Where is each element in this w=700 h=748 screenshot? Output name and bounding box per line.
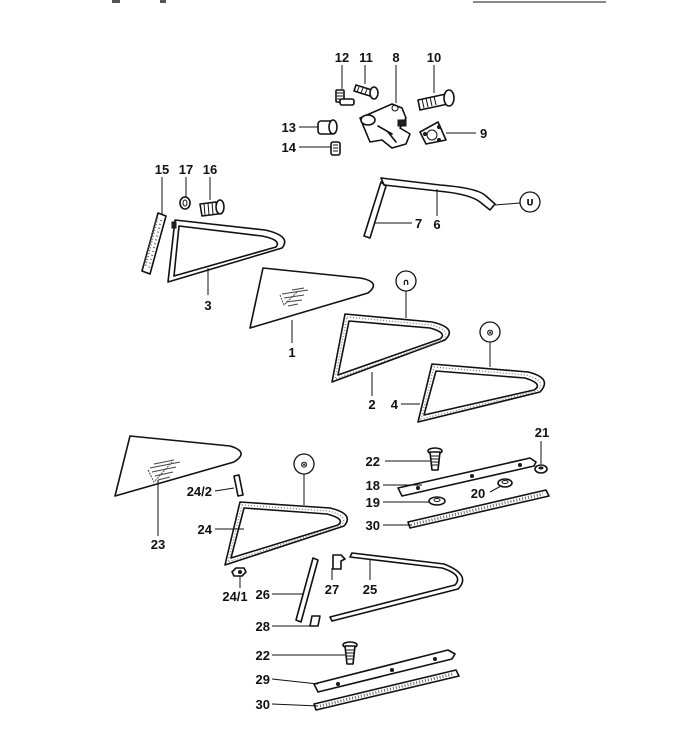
plate-9 (419, 121, 447, 145)
svg-text:⊛: ⊛ (486, 329, 494, 339)
callout-14: 14 (282, 140, 297, 155)
callout-3: 3 (204, 298, 211, 313)
arch-symbol: ∩ (395, 270, 417, 292)
bolt-11 (353, 84, 379, 100)
felt-strip-30-upper (407, 489, 550, 529)
molding-7 (363, 181, 387, 239)
callout-1: 1 (288, 345, 295, 360)
callout-26: 26 (256, 587, 270, 602)
callout-28: 28 (256, 619, 270, 634)
clip-24-1 (231, 567, 247, 577)
header-mark (160, 0, 166, 3)
clip-14 (330, 141, 341, 156)
rail-18 (397, 457, 537, 497)
header-mark (112, 0, 120, 3)
callout-7: 7 (415, 216, 422, 231)
seal-strip-15 (141, 212, 167, 275)
callout-24: 24 (198, 522, 213, 537)
callout-12: 12 (335, 50, 349, 65)
callout-22-upper: 22 (366, 454, 380, 469)
callout-9: 9 (480, 126, 487, 141)
window-seal-4 (417, 363, 546, 423)
callout-13: 13 (282, 120, 296, 135)
window-frame-3 (167, 219, 286, 283)
svg-text:U: U (526, 199, 533, 209)
callout-24-1: 24/1 (222, 589, 247, 604)
screw-22-lower (342, 641, 358, 665)
washer-20 (497, 478, 513, 488)
callout-23: 23 (151, 537, 165, 552)
callout-30-lower: 30 (256, 697, 270, 712)
cap-13 (317, 119, 338, 135)
callout-11: 11 (359, 50, 373, 65)
callout-8: 8 (392, 50, 399, 65)
callout-17: 17 (179, 162, 193, 177)
u-symbol: U (519, 191, 541, 213)
screw-12 (335, 89, 355, 106)
window-seal-24 (224, 501, 349, 566)
callout-15: 15 (155, 162, 169, 177)
plug-16 (199, 199, 225, 217)
bolt-10 (417, 89, 455, 111)
window-seal-2 (331, 313, 451, 383)
callout-4: 4 (391, 397, 399, 412)
callout-22-lower: 22 (256, 648, 270, 663)
callout-29: 29 (256, 672, 270, 687)
felt-strip-30-lower (313, 669, 460, 711)
callout-18: 18 (366, 478, 380, 493)
pin-24-2 (233, 474, 244, 497)
callout-24-2: 24/2 (187, 484, 212, 499)
callout-25: 25 (363, 582, 377, 597)
rail-29 (313, 649, 456, 693)
molding-25 (329, 552, 464, 622)
svg-text:⊛: ⊛ (300, 461, 308, 471)
callout-19: 19 (366, 495, 380, 510)
molding-6 (380, 177, 496, 211)
bracket-27 (332, 554, 346, 570)
screw-22-upper (427, 447, 443, 471)
grommet-17 (179, 196, 191, 210)
callout-10: 10 (427, 50, 441, 65)
molding-26 (295, 557, 319, 623)
callout-16: 16 (203, 162, 217, 177)
callout-27: 27 (325, 582, 339, 597)
window-glass-23 (114, 435, 242, 497)
callout-21: 21 (535, 425, 549, 440)
hinge-8 (359, 103, 411, 149)
car-symbol-b: ⊛ (293, 453, 315, 475)
callout-2: 2 (368, 397, 375, 412)
callout-labels: 12 11 8 10 9 13 14 15 17 16 3 7 6 1 2 4 … (151, 50, 549, 712)
hinge-assembly (317, 84, 455, 156)
callout-6: 6 (433, 217, 440, 232)
svg-text:∩: ∩ (402, 278, 409, 288)
window-glass-1 (249, 267, 375, 329)
grommet-21 (534, 464, 548, 474)
leader-lines (157, 65, 542, 707)
corner-28 (309, 615, 321, 627)
callout-20: 20 (471, 486, 485, 501)
callout-30-upper: 30 (366, 518, 380, 533)
car-symbol-a: ⊛ (479, 321, 501, 343)
washer-19 (428, 496, 446, 506)
